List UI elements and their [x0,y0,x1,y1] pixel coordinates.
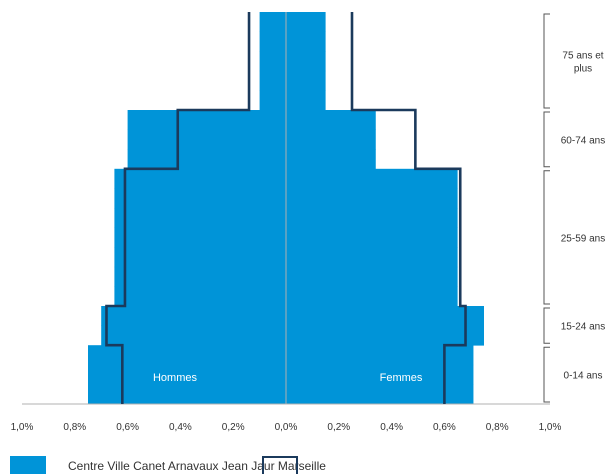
age-group-bracket [544,171,550,304]
bar-men-age-95 [260,12,286,32]
x-tick-label: 0,8% [486,422,509,433]
bar-women-age-15 [286,326,484,346]
bar-women-age-40 [286,228,458,248]
x-tick-label: 0,2% [327,422,350,433]
bar-women-age-50 [286,188,458,208]
bar-women-age-35 [286,247,458,267]
bar-men-age-45 [114,208,286,228]
age-group-label: 0-14 ans [564,371,603,382]
bar-women-age-25 [286,286,458,306]
age-group-bracket [544,308,550,343]
bar-women-age-70 [286,110,376,130]
age-group-brackets: 0-14 ans 15-24 ans 25-59 ans 60-74 ans 75 an… [544,14,605,402]
bar-men-age-50 [114,188,286,208]
bar-men-age-40 [114,228,286,248]
x-tick-label: 0,6% [116,422,139,433]
bar-men-age-80 [260,71,286,91]
bar-women-age-90 [286,32,326,52]
femmes-label: Femmes [380,372,423,384]
age-group-bracket [544,112,550,167]
legend-swatch-bars [10,456,46,474]
bar-women-age-30 [286,267,458,287]
x-tick-label: 0,6% [433,422,456,433]
bar-men-age-20 [101,306,286,326]
bar-men-age-30 [114,267,286,287]
bar-men-age-90 [260,32,286,52]
bar-women-age-75 [286,90,326,110]
bar-women-age-60 [286,149,376,169]
age-group-bracket [544,14,550,108]
bar-men-age-85 [260,51,286,71]
age-group-label: 25-59 ans [561,233,605,244]
bar-women-age-85 [286,51,326,71]
age-group-label: 75 ans et plus [562,51,603,75]
bar-women-age-45 [286,208,458,228]
bar-men-age-10 [88,345,286,365]
x-tick-label: 1,0% [539,422,562,433]
bar-women-age-20 [286,306,484,326]
x-tick-label: 0,0% [275,422,298,433]
bar-men-age-75 [260,90,286,110]
legend-text: Centre Ville Canet Arnavaux Jean Jaur Ma… [68,459,326,473]
bar-men-age-65 [128,130,286,150]
legend: Centre Ville Canet Arnavaux Jean Jaur Ma… [10,456,326,474]
x-tick-label: 0,4% [169,422,192,433]
age-group-label: 15-24 ans [561,322,605,333]
bar-men-age-0 [88,384,286,404]
bar-women-age-80 [286,71,326,91]
bar-women-age-65 [286,130,376,150]
x-tick-labels: 1,0% 0,8% 0,6% 0,4% 0,2% 0,0% 0,2% 0,4% 0,6% 0,8%… [11,422,562,433]
bar-men-age-60 [128,149,286,169]
bar-men-age-70 [128,110,286,130]
bar-men-age-55 [114,169,286,189]
x-tick-label: 0,2% [222,422,245,433]
bar-women-age-55 [286,169,458,189]
age-group-label: 60-74 ans [561,135,605,146]
hommes-label: Hommes [153,372,198,384]
x-tick-label: 0,8% [63,422,86,433]
age-group-bracket [544,347,550,402]
bar-men-age-35 [114,247,286,267]
x-tick-label: 0,4% [380,422,403,433]
x-tick-label: 1,0% [11,422,34,433]
bar-men-age-25 [114,286,286,306]
bar-men-age-15 [101,326,286,346]
bar-women-age-95 [286,12,326,32]
